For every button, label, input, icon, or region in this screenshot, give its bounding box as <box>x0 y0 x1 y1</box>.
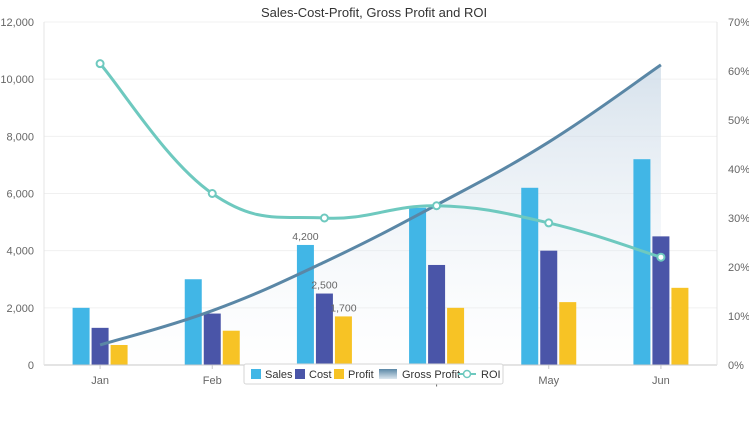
gross-profit-area-layer <box>100 64 661 365</box>
bar-cost-mar <box>315 293 333 365</box>
data-label-sales-mar: 4,200 <box>292 231 318 243</box>
bar-profit-mar <box>334 316 352 365</box>
legend-box <box>243 363 504 385</box>
y-left-tick-label: 12,000 <box>0 17 34 29</box>
data-label-layer: 4,200 2,500 1,700 <box>292 231 356 314</box>
y-right-tick-label: 50% <box>728 115 749 127</box>
bar-profit-may <box>559 302 577 365</box>
roi-marker-mar <box>319 213 329 223</box>
data-label-cost-mar: 2,500 <box>311 280 337 292</box>
y-left-tick-label: 2,000 <box>6 303 34 315</box>
x-tick-label-may: May <box>538 375 559 387</box>
roi-marker-jan <box>95 59 105 69</box>
y-right-tick-label: 10% <box>728 311 749 323</box>
y-right-tick-label: 30% <box>728 213 749 225</box>
y-left-tick-label: 4,000 <box>6 246 34 258</box>
legend: Sales Cost Profit Gross Profit ROI <box>243 363 504 385</box>
legend-label-profit: Profit <box>348 369 374 381</box>
gross-profit-area <box>100 64 661 365</box>
y-right-tick-label: 20% <box>728 262 749 274</box>
roi-marker-may <box>544 218 554 228</box>
bar-sales-mar <box>296 244 314 365</box>
bar-sales-apr <box>409 207 427 365</box>
y-left-tick-label: 8,000 <box>6 131 34 143</box>
bar-cost-feb <box>203 313 221 365</box>
bar-layer <box>72 159 689 365</box>
y-right-tick-label: 60% <box>728 66 749 78</box>
bar-cost-jun <box>652 236 670 365</box>
legend-item-gross-profit[interactable]: Gross Profit <box>379 369 460 381</box>
legend-swatch-profit <box>334 369 344 379</box>
y-left-tick-label: 6,000 <box>6 189 34 201</box>
legend-label-cost: Cost <box>309 369 332 381</box>
y-left-tick-label: 0 <box>28 360 34 372</box>
y-right-tick-label: 0% <box>728 360 744 372</box>
data-label-profit-mar: 1,700 <box>330 302 356 314</box>
x-tick-label-feb: Feb <box>203 375 222 387</box>
bar-sales-feb <box>184 279 202 365</box>
bar-cost-jan <box>91 327 109 365</box>
legend-item-cost[interactable]: Cost <box>295 369 332 381</box>
bar-cost-apr <box>428 264 446 365</box>
x-tick-label-jan: Jan <box>91 375 109 387</box>
roi-marker-jun <box>656 252 666 262</box>
line-layer <box>95 59 666 347</box>
legend-label-roi: ROI <box>481 369 501 381</box>
chart-title: Sales-Cost-Profit, Gross Profit and ROI <box>261 5 487 20</box>
roi-marker-feb <box>207 189 217 198</box>
legend-label-sales: Sales <box>265 369 293 381</box>
bar-sales-may <box>521 187 539 365</box>
y-left-tick-label: 10,000 <box>0 74 34 86</box>
roi-line <box>98 62 662 259</box>
bar-profit-feb <box>222 330 240 365</box>
roi-marker-apr <box>432 201 442 211</box>
bar-sales-jan <box>72 307 90 365</box>
legend-swatch-gross-profit <box>379 369 397 379</box>
bar-cost-may <box>540 250 558 365</box>
legend-item-roi[interactable]: ROI <box>458 369 501 381</box>
legend-label-gross-profit: Gross Profit <box>402 369 460 381</box>
bar-sales-jun <box>633 159 651 365</box>
legend-swatch-roi-marker <box>462 369 472 379</box>
bar-profit-jun <box>671 287 689 365</box>
legend-swatch-cost <box>295 369 305 379</box>
legend-item-sales[interactable]: Sales <box>251 369 293 381</box>
gross-profit-line <box>99 63 662 347</box>
bar-profit-apr <box>447 307 465 365</box>
y-axis-right: 0% 10% 20% 30% 40% 50% 60% 70% <box>728 17 749 372</box>
legend-item-profit[interactable]: Profit <box>334 369 374 381</box>
y-right-tick-label: 70% <box>728 17 749 29</box>
bar-profit-jan <box>110 344 128 365</box>
x-tick-label-jun: Jun <box>652 375 670 387</box>
y-axis-left: 0 2,000 4,000 6,000 8,000 10,000 12,000 <box>0 17 34 372</box>
y-right-tick-label: 40% <box>728 164 749 176</box>
legend-swatch-sales <box>251 369 261 379</box>
